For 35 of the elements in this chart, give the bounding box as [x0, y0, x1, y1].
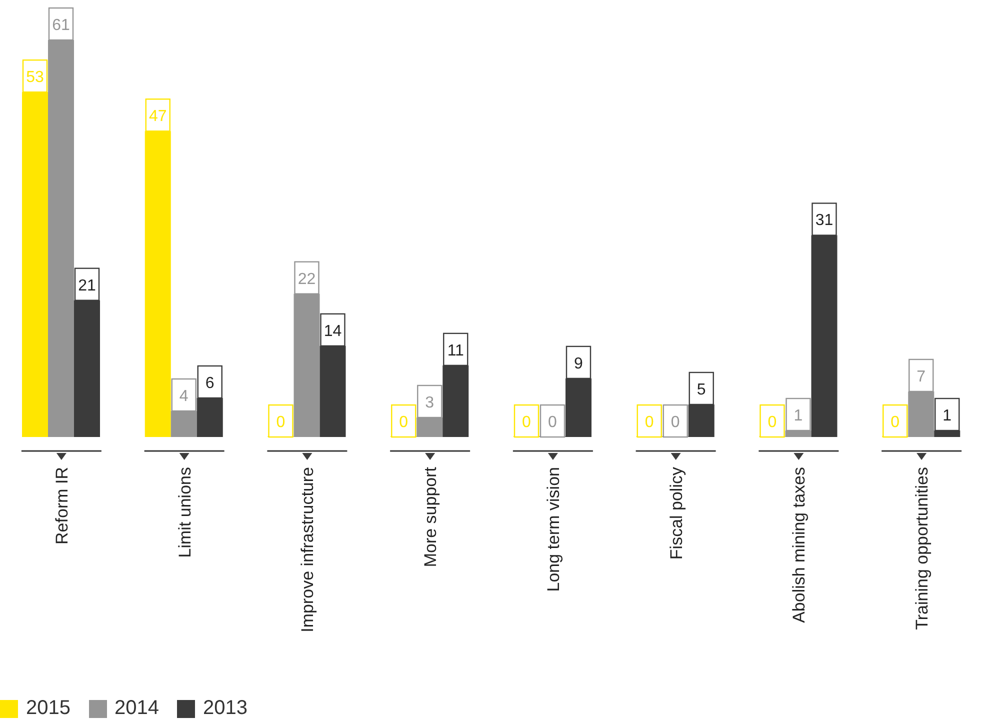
data-label: 0: [644, 414, 654, 431]
legend-label: 2013: [202, 697, 248, 720]
data-label: 53: [26, 69, 44, 86]
data-label: 0: [522, 414, 532, 431]
data-label: 61: [52, 17, 70, 34]
data-label: 22: [298, 270, 316, 288]
data-label: 0: [548, 414, 558, 431]
data-label: 0: [276, 414, 286, 431]
data-label: 3: [425, 394, 434, 412]
x-tick-label: Improve infrastructure: [298, 467, 318, 632]
x-tick-label: Abolish mining taxes: [790, 467, 809, 623]
data-label: 7: [916, 368, 926, 386]
data-label: 1: [794, 407, 803, 424]
data-label: 47: [148, 108, 167, 126]
legend-label: 2015: [25, 697, 70, 720]
data-label: 1: [942, 407, 952, 424]
data-label: 14: [324, 322, 342, 340]
data-label: 4: [179, 388, 188, 405]
data-label: 11: [447, 342, 464, 360]
data-label: 0: [890, 414, 900, 431]
data-label: 21: [78, 277, 96, 294]
data-label: 0: [399, 414, 408, 431]
x-tick-label: More support: [421, 466, 440, 568]
x-tick-label: Long term vision: [544, 467, 563, 592]
x-tick-label: Fiscal policy: [666, 466, 686, 560]
legend-label: 2014: [114, 697, 159, 720]
data-label: 0: [768, 414, 777, 431]
data-label: 31: [815, 212, 834, 230]
x-tick-label: Limit unions: [175, 467, 194, 558]
data-label: 6: [205, 374, 214, 392]
x-tick-label: Reform IR: [52, 467, 72, 544]
data-label: 0: [670, 414, 680, 431]
data-label: 5: [696, 381, 706, 398]
data-label: 9: [574, 355, 584, 372]
x-tick-label: Training opportunities: [912, 467, 932, 630]
